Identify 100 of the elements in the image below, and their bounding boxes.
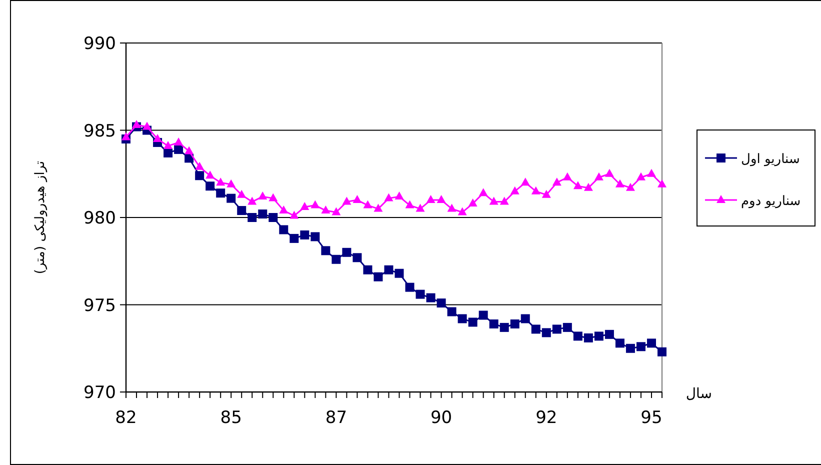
point (510, 319, 520, 328)
point (268, 193, 278, 202)
x-axis-title: سال (686, 386, 712, 402)
x-tick-label: 95 (640, 408, 662, 428)
point (279, 225, 288, 234)
point (646, 338, 656, 348)
point (447, 307, 456, 316)
point (195, 162, 204, 170)
point (206, 182, 215, 191)
point (321, 206, 330, 214)
x-tick-label: 90 (430, 408, 452, 428)
point (500, 196, 509, 205)
point (237, 190, 246, 198)
point (584, 182, 593, 191)
point (216, 178, 226, 186)
x-tick-label: 87 (325, 408, 348, 428)
legend-label: سناریو دوم (741, 194, 801, 209)
point (562, 172, 572, 180)
point (279, 206, 288, 214)
point (636, 342, 646, 352)
point (626, 182, 635, 191)
y-tick-label: 985 (84, 121, 116, 142)
point (258, 210, 268, 219)
point (352, 195, 362, 204)
point (573, 332, 582, 341)
point (416, 204, 425, 212)
point (352, 253, 362, 262)
point (542, 190, 551, 198)
point (458, 314, 467, 324)
point (374, 272, 383, 282)
point (489, 319, 498, 328)
point (658, 179, 666, 188)
point (268, 213, 278, 222)
point (646, 168, 656, 177)
point (332, 254, 341, 264)
y-tick-label: 970 (84, 383, 116, 403)
point (562, 322, 572, 332)
point (405, 200, 414, 208)
point (206, 170, 215, 179)
point (510, 186, 520, 194)
point (342, 196, 352, 205)
point (290, 234, 299, 243)
point (468, 198, 478, 207)
point (363, 200, 372, 208)
point (300, 230, 310, 240)
point (248, 213, 257, 222)
point (122, 132, 130, 140)
point (594, 332, 604, 341)
point (394, 192, 404, 200)
point (604, 330, 614, 339)
point (374, 204, 383, 212)
point (195, 171, 204, 180)
point (458, 207, 467, 216)
point (384, 265, 394, 274)
point (384, 193, 394, 202)
point (520, 178, 530, 186)
point (626, 344, 635, 353)
point (594, 172, 604, 180)
point (164, 148, 173, 158)
point (447, 204, 456, 212)
point (542, 328, 551, 338)
point (184, 146, 194, 154)
point (615, 179, 624, 188)
legend-label: سناریو اول (741, 152, 800, 167)
point (237, 206, 246, 216)
point (552, 324, 562, 334)
point (426, 293, 436, 302)
y-tick-label: 975 (84, 296, 116, 316)
point (248, 196, 257, 205)
point (216, 188, 226, 198)
y-tick-label: 990 (84, 34, 116, 54)
point (258, 192, 268, 200)
point (478, 188, 488, 196)
y-tick-label: 980 (84, 208, 116, 228)
point (290, 210, 299, 219)
point (531, 324, 540, 334)
point (342, 248, 352, 257)
point (363, 265, 372, 274)
point (174, 144, 184, 154)
point (584, 333, 593, 342)
point (310, 232, 320, 242)
point (226, 194, 236, 203)
x-tick-label: 92 (536, 408, 558, 428)
point (405, 282, 414, 292)
point (478, 310, 488, 320)
y-axis-title: تراز هیدرولیکی (متر) (33, 160, 48, 274)
point (321, 246, 330, 256)
point (531, 186, 540, 194)
point (310, 200, 320, 208)
point (573, 181, 582, 190)
point (500, 322, 509, 332)
point (615, 338, 624, 348)
point (153, 134, 162, 142)
point (658, 347, 666, 356)
point (520, 314, 530, 324)
point (132, 120, 142, 128)
point (300, 202, 310, 210)
point (394, 268, 404, 278)
x-tick-label: 82 (115, 408, 137, 428)
point (332, 207, 341, 216)
